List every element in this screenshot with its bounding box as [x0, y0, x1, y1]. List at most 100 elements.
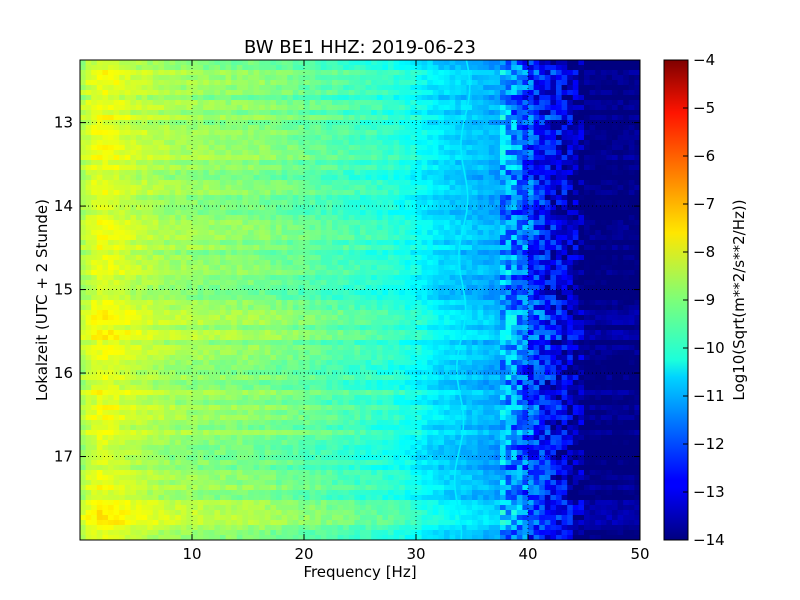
- heatmap-cell: [248, 80, 255, 86]
- heatmap-cell: [595, 115, 602, 121]
- heatmap-cell: [354, 230, 361, 236]
- heatmap-cell: [578, 175, 585, 181]
- heatmap-cell: [416, 150, 423, 156]
- heatmap-cell: [102, 90, 109, 96]
- heatmap-cell: [533, 265, 540, 271]
- heatmap-cell: [80, 115, 87, 121]
- heatmap-cell: [304, 110, 311, 116]
- heatmap-cell: [320, 150, 327, 156]
- heatmap-cell: [164, 240, 171, 246]
- heatmap-cell: [337, 80, 344, 86]
- heatmap-cell: [186, 240, 193, 246]
- heatmap-cell: [567, 105, 574, 111]
- heatmap-cell: [276, 85, 283, 91]
- heatmap-cell: [421, 70, 428, 76]
- heatmap-cell: [432, 250, 439, 256]
- heatmap-cell: [281, 155, 288, 161]
- heatmap-cell: [460, 85, 467, 91]
- heatmap-cell: [292, 95, 299, 101]
- heatmap-cell: [175, 175, 182, 181]
- heatmap-cell: [220, 100, 227, 106]
- heatmap-cell: [175, 165, 182, 171]
- heatmap-cell: [141, 205, 148, 211]
- heatmap-cell: [320, 75, 327, 81]
- heatmap-cell: [354, 140, 361, 146]
- heatmap-cell: [584, 65, 591, 71]
- heatmap-cell: [427, 265, 434, 271]
- heatmap-cell: [186, 205, 193, 211]
- heatmap-cell: [169, 165, 176, 171]
- heatmap-cell: [124, 210, 131, 216]
- heatmap-cell: [169, 280, 176, 286]
- heatmap-cell: [158, 265, 165, 271]
- heatmap-cell: [623, 265, 630, 271]
- heatmap-cell: [343, 180, 350, 186]
- heatmap-cell: [175, 295, 182, 301]
- heatmap-cell: [337, 245, 344, 251]
- heatmap-cell: [119, 245, 126, 251]
- heatmap-cell: [264, 80, 271, 86]
- heatmap-cell: [578, 120, 585, 126]
- heatmap-cell: [466, 200, 473, 206]
- heatmap-cell: [152, 295, 159, 301]
- heatmap-cell: [231, 250, 238, 256]
- heatmap-cell: [432, 220, 439, 226]
- heatmap-cell: [561, 290, 568, 296]
- heatmap-cell: [466, 125, 473, 131]
- heatmap-cell: [186, 300, 193, 306]
- heatmap-cell: [124, 140, 131, 146]
- heatmap-cell: [309, 90, 316, 96]
- heatmap-cell: [388, 265, 395, 271]
- heatmap-cell: [376, 170, 383, 176]
- heatmap-cell: [365, 280, 372, 286]
- heatmap-cell: [460, 190, 467, 196]
- heatmap-cell: [332, 275, 339, 281]
- heatmap-cell: [192, 185, 199, 191]
- heatmap-cell: [365, 270, 372, 276]
- heatmap-cell: [505, 235, 512, 241]
- heatmap-cell: [550, 65, 557, 71]
- heatmap-cell: [399, 200, 406, 206]
- heatmap-cell: [606, 230, 613, 236]
- heatmap-cell: [416, 155, 423, 161]
- heatmap-cell: [164, 210, 171, 216]
- heatmap-cell: [516, 205, 523, 211]
- heatmap-cell: [617, 110, 624, 116]
- heatmap-cell: [158, 290, 165, 296]
- heatmap-cell: [281, 295, 288, 301]
- heatmap-cell: [248, 165, 255, 171]
- heatmap-cell: [108, 230, 115, 236]
- heatmap-cell: [158, 230, 165, 236]
- heatmap-cell: [444, 255, 451, 261]
- heatmap-cell: [102, 105, 109, 111]
- heatmap-cell: [432, 145, 439, 151]
- heatmap-cell: [449, 295, 456, 301]
- heatmap-cell: [152, 85, 159, 91]
- heatmap-cell: [91, 135, 98, 141]
- heatmap-cell: [102, 175, 109, 181]
- heatmap-cell: [371, 95, 378, 101]
- heatmap-cell: [236, 185, 243, 191]
- heatmap-cell: [337, 60, 344, 66]
- heatmap-cell: [96, 255, 103, 261]
- heatmap-cell: [449, 255, 456, 261]
- heatmap-cell: [606, 155, 613, 161]
- heatmap-cell: [113, 125, 120, 131]
- heatmap-cell: [304, 220, 311, 226]
- heatmap-cell: [281, 280, 288, 286]
- heatmap-cell: [96, 175, 103, 181]
- heatmap-cell: [393, 205, 400, 211]
- heatmap-cell: [444, 195, 451, 201]
- heatmap-cell: [472, 185, 479, 191]
- heatmap-cell: [427, 155, 434, 161]
- heatmap-cell: [399, 250, 406, 256]
- heatmap-cell: [354, 185, 361, 191]
- heatmap-cell: [108, 110, 115, 116]
- heatmap-cell: [175, 130, 182, 136]
- heatmap-cell: [572, 195, 579, 201]
- heatmap-cell: [337, 175, 344, 181]
- heatmap-cell: [298, 185, 305, 191]
- heatmap-cell: [444, 115, 451, 121]
- heatmap-cell: [298, 270, 305, 276]
- heatmap-cell: [494, 65, 501, 71]
